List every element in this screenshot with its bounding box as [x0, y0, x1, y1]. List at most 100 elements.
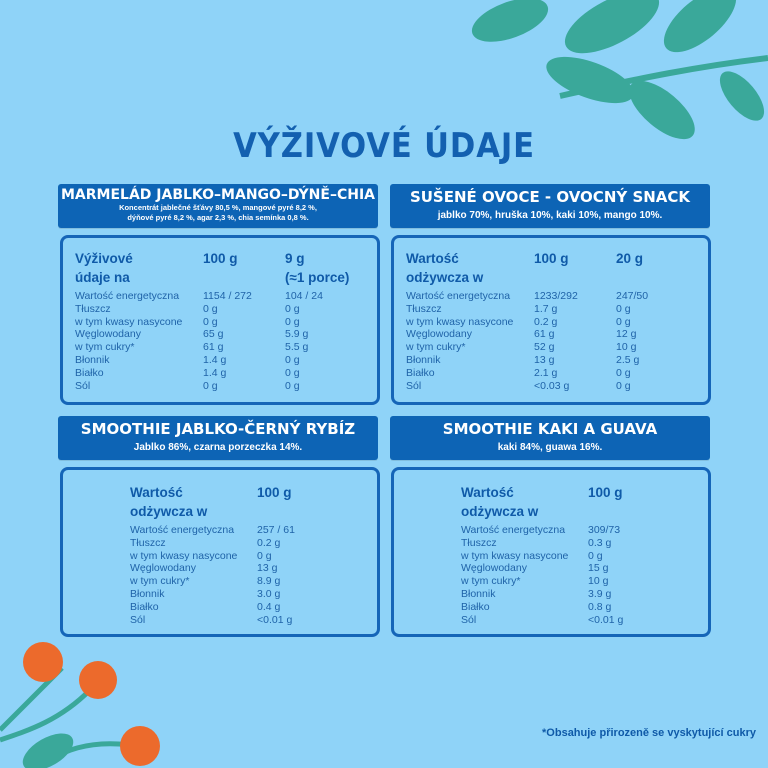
product-ingredients: jablko 70%, hruška 10%, kaki 10%, mango …: [437, 210, 663, 221]
row-label: Wartość energetyczna: [130, 524, 235, 536]
row-label: w tym kwasy nasycone: [75, 315, 183, 328]
row-value: 0 g: [203, 315, 218, 328]
row-value: 5.9 g: [285, 328, 309, 341]
row-value: 13 g: [257, 562, 278, 575]
row-value: 10 g: [588, 575, 609, 588]
row-label: Błonnik: [75, 353, 110, 366]
row-label: Sól: [75, 379, 91, 392]
row-label: w tym cukry*: [461, 575, 521, 588]
row-value: <0.03 g: [534, 379, 570, 392]
row-value: 0 g: [203, 379, 218, 392]
row-value: 104 / 24: [285, 290, 323, 302]
values-portion: 247/50 0 g 0 g 12 g 10 g 2.5 g 0 g 0 g: [616, 290, 648, 392]
row-value: 2.5 g: [616, 353, 640, 366]
row-label: Tłuszcz: [75, 302, 111, 315]
row-value: 2.1 g: [534, 366, 558, 379]
column-header-portion: 9 g: [285, 251, 305, 266]
row-label: Sól: [130, 613, 146, 626]
nutrition-rows: Wartość energetyczna Tłuszcz w tym kwasy…: [406, 290, 513, 392]
row-label: Błonnik: [130, 587, 165, 600]
row-label: Błonnik: [461, 587, 496, 600]
header-label: Wartość: [130, 485, 183, 500]
row-value: 0.4 g: [257, 600, 281, 613]
nutrition-rows: Wartość energetyczna Tłuszcz w tym kwasy…: [130, 524, 237, 626]
row-value: 1.7 g: [534, 302, 558, 315]
row-value: 65 g: [203, 328, 224, 341]
nutrition-table-marmelad: Výživové údaje na 100 g 9 g (≈1 porce) W…: [60, 235, 380, 405]
row-value: 0 g: [257, 549, 272, 562]
header-label: Wartość: [461, 485, 514, 500]
column-header-portion: (≈1 porce): [285, 270, 350, 285]
row-value: 0 g: [285, 366, 300, 379]
row-value: 1.4 g: [203, 366, 227, 379]
row-value: 52 g: [534, 341, 555, 354]
row-label: Błonnik: [406, 353, 441, 366]
product-banner-smoothie-currant: SMOOTHIE JABLKO-ČERNÝ RYBÍZ Jablko 86%, …: [58, 416, 378, 460]
row-value: 0 g: [616, 315, 631, 328]
row-value: 1.4 g: [203, 353, 227, 366]
product-banner-dried-fruit: SUŠENÉ OVOCE - OVOCNÝ SNACK jablko 70%, …: [390, 184, 710, 228]
product-title: SMOOTHIE JABLKO-ČERNÝ RYBÍZ: [80, 420, 356, 438]
column-header-100g: 100 g: [588, 485, 623, 500]
row-label: Białko: [461, 600, 490, 613]
row-value: 1154 / 272: [203, 290, 252, 302]
column-header-portion: 20 g: [616, 251, 644, 266]
row-value: 0.8 g: [588, 600, 612, 613]
row-value: 8.9 g: [257, 575, 281, 588]
row-value: 1233/292: [534, 290, 578, 302]
nutrition-rows: Wartość energetyczna Tłuszcz w tym kwasy…: [75, 290, 182, 392]
row-label: Węglowodany: [75, 328, 141, 341]
row-value: 0.2 g: [534, 315, 558, 328]
footnote: *Obsahuje přirozeně se vyskytující cukry: [542, 727, 756, 739]
values-100g: 257 / 61 0.2 g 0 g 13 g 8.9 g 3.0 g 0.4 …: [257, 524, 295, 626]
row-label: Białko: [406, 366, 435, 379]
values-100g: 1154 / 272 0 g 0 g 65 g 61 g 1.4 g 1.4 g…: [203, 290, 252, 392]
row-label: Białko: [75, 366, 104, 379]
product-ingredients: Jablko 86%, czarna porzeczka 14%.: [133, 442, 303, 453]
header-label: údaje na: [75, 270, 130, 285]
page-title: VÝŽIVOVÉ ÚDAJE: [233, 126, 535, 166]
row-value: 0 g: [285, 379, 300, 392]
row-value: 0 g: [285, 315, 300, 328]
row-label: Tłuszcz: [406, 302, 442, 315]
row-value: 309/73: [588, 524, 621, 536]
row-label: Węglowodany: [130, 562, 196, 575]
row-value: <0.01 g: [257, 613, 293, 626]
header-label: odżywcza w: [406, 270, 484, 285]
row-value: 0 g: [616, 366, 631, 379]
values-100g: 309/73 0.3 g 0 g 15 g 10 g 3.9 g 0.8 g <…: [588, 524, 623, 626]
product-title: MARMELÁD JABLKO–MANGO–DÝNĚ–CHIA: [61, 187, 375, 203]
row-value: 12 g: [616, 328, 637, 341]
nutrition-rows: Wartość energetyczna Tłuszcz w tym kwasy…: [461, 524, 568, 626]
row-value: 13 g: [534, 353, 555, 366]
row-value: 257 / 61: [257, 524, 295, 536]
header-label: Výživové: [75, 251, 133, 266]
row-label: Sól: [461, 613, 477, 626]
column-header-100g: 100 g: [534, 251, 569, 266]
row-value: 15 g: [588, 562, 609, 575]
row-value: 3.0 g: [257, 587, 281, 600]
product-ingredients: Koncentrát jablečné šťávy 80,5 %, mangov…: [119, 203, 317, 212]
row-value: 0.3 g: [588, 536, 612, 549]
row-label: w tym kwasy nasycone: [461, 549, 569, 562]
row-value: 61 g: [534, 328, 555, 341]
values-100g: 1233/292 1.7 g 0.2 g 61 g 52 g 13 g 2.1 …: [534, 290, 578, 392]
row-value: 0 g: [588, 549, 603, 562]
row-value: <0.01 g: [588, 613, 624, 626]
product-banner-smoothie-kaki: SMOOTHIE KAKI A GUAVA kaki 84%, guawa 16…: [390, 416, 710, 460]
row-label: Wartość energetyczna: [75, 290, 180, 302]
row-label: w tym kwasy nasycone: [130, 549, 238, 562]
values-portion: 104 / 24 0 g 0 g 5.9 g 5.5 g 0 g 0 g 0 g: [285, 290, 323, 392]
row-value: 0.2 g: [257, 536, 281, 549]
nutrition-table-smoothie-kaki: Wartość odżywcza w 100 g Wartość energet…: [391, 467, 711, 637]
row-label: Węglowodany: [461, 562, 527, 575]
column-header-100g: 100 g: [257, 485, 292, 500]
row-label: Tłuszcz: [130, 536, 166, 549]
product-title: SUŠENÉ OVOCE - OVOCNÝ SNACK: [409, 188, 691, 206]
product-ingredients: kaki 84%, guawa 16%.: [497, 442, 603, 453]
header-label: Wartość: [406, 251, 459, 266]
nutrition-table-smoothie-currant: Wartość odżywcza w 100 g Wartość energet…: [60, 467, 380, 637]
row-label: Wartość energetyczna: [406, 290, 511, 302]
row-value: 0 g: [203, 302, 218, 315]
